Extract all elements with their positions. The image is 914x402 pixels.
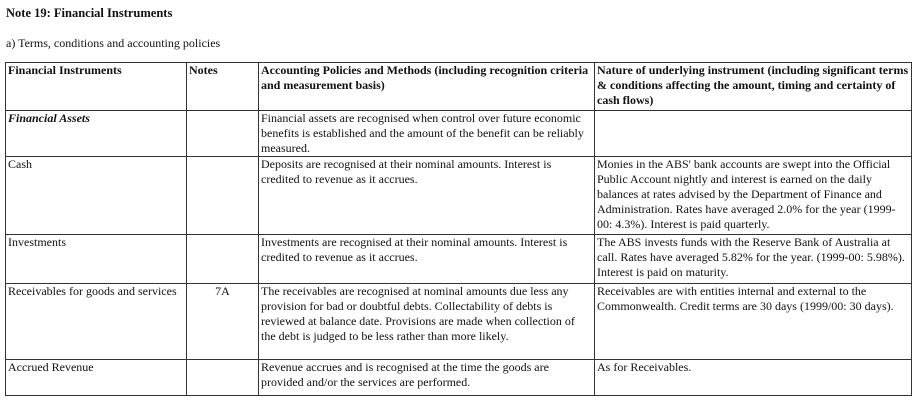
table-row: Cash Deposits are recognised at their no… (5, 156, 912, 235)
table-row: Accrued Revenue Revenue accrues and is r… (5, 359, 912, 396)
nature-cell: The ABS invests funds with the Reserve B… (594, 234, 912, 284)
instrument-cell: Cash (5, 156, 187, 235)
header-nature: Nature of underlying instrument (includi… (594, 62, 912, 111)
notes-cell (186, 156, 259, 235)
nature-cell: Receivables are with entities internal a… (594, 283, 912, 360)
policy-cell: Revenue accrues and is recognised at the… (258, 359, 595, 396)
notes-cell (186, 359, 259, 396)
table-row: Financial Assets Financial assets are re… (5, 110, 912, 157)
table-row: Receivables for goods and services 7A Th… (5, 283, 912, 360)
table-row: Investments Investments are recognised a… (5, 234, 912, 284)
header-policies: Accounting Policies and Methods (includi… (258, 62, 595, 111)
instrument-cell: Financial Assets (5, 110, 187, 157)
instrument-cell: Accrued Revenue (5, 359, 187, 396)
header-row: Financial Instruments Notes Accounting P… (5, 62, 912, 111)
policy-cell: Investments are recognised at their nomi… (258, 234, 595, 284)
nature-cell (594, 110, 912, 157)
policy-cell: The receivables are recognised at nomina… (258, 283, 595, 360)
note-title: Note 19: Financial Instruments (6, 6, 173, 20)
policy-cell: Deposits are recognised at their nominal… (258, 156, 595, 235)
header-instruments: Financial Instruments (5, 62, 187, 111)
nature-cell: Monies in the ABS' bank accounts are swe… (594, 156, 912, 235)
notes-cell (186, 234, 259, 284)
financial-instruments-table: Financial Instruments Notes Accounting P… (5, 62, 912, 396)
section-subtitle: a) Terms, conditions and accounting poli… (6, 36, 221, 50)
instrument-cell: Investments (5, 234, 187, 284)
instrument-cell: Receivables for goods and services (5, 283, 187, 360)
header-notes: Notes (186, 62, 259, 111)
notes-cell (186, 110, 259, 157)
nature-cell: As for Receivables. (594, 359, 912, 396)
policy-cell: Financial assets are recognised when con… (258, 110, 595, 157)
notes-cell: 7A (186, 283, 259, 360)
